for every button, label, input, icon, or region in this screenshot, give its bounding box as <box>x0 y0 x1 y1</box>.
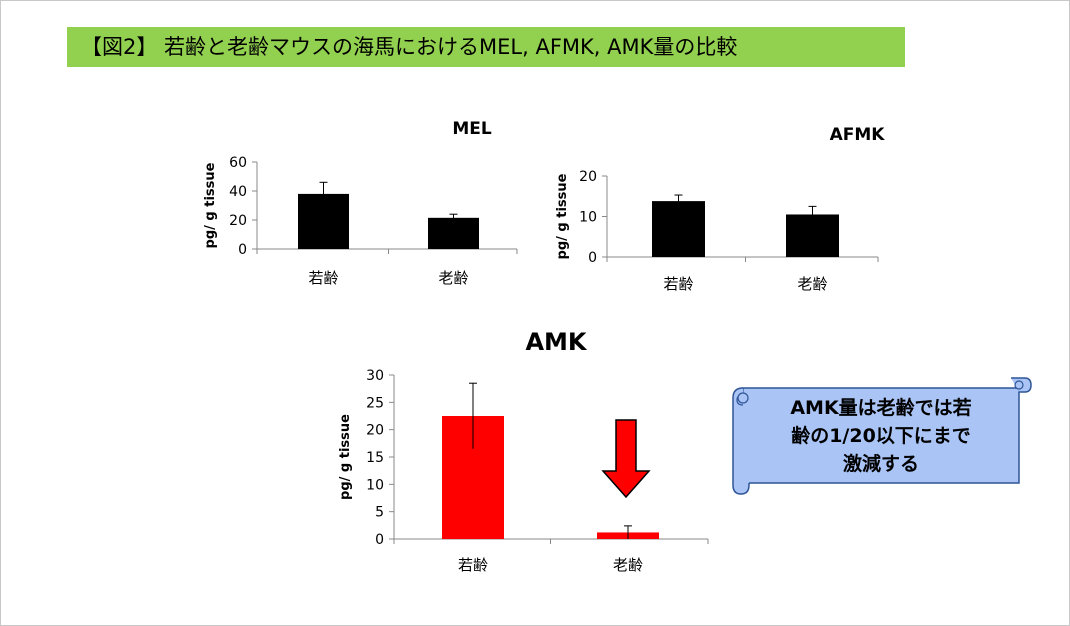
callout-line-0: AMK量は老齢では若 <box>790 396 971 419</box>
category-label-afmk-0: 若齢 <box>663 275 693 293</box>
category-label-mel-1: 老齢 <box>438 269 468 287</box>
y-tick-label: 20 <box>366 423 384 439</box>
y-tick-label: 20 <box>579 169 597 185</box>
bar-mel-1 <box>428 217 479 249</box>
y-tick-label: 10 <box>579 210 597 226</box>
chart-title-afmk: AFMK <box>830 125 886 145</box>
chart-amk: AMK 0 5 10 15 20 25 30 pg/ g tissue 若齢 老齢 <box>338 328 709 574</box>
chart-afmk: AFMK 0 10 20 pg/ g tissue 若齢 老齢 <box>555 125 885 293</box>
callout-line-2: 激減する <box>843 452 919 475</box>
callout-line-1: 齢の1/20以下にまで <box>791 424 971 447</box>
category-label-afmk-1: 老齢 <box>797 275 827 293</box>
banner-title: 【図2】 若齢と老齢マウスの海馬におけるMEL, AFMK, AMK量の比較 <box>67 27 905 67</box>
y-axis-label-mel: pg/ g tissue <box>203 162 218 248</box>
category-label-mel-0: 若齢 <box>308 269 338 287</box>
y-tick-label: 10 <box>366 477 384 493</box>
y-tick-label: 30 <box>366 368 384 384</box>
y-tick-label: 0 <box>375 532 384 548</box>
y-tick-label: 20 <box>229 213 247 229</box>
chart-mel: MEL 0 20 40 60 pg/ g tissue 若齢 老齢 <box>203 119 518 287</box>
y-axis-label-amk: pg/ g tissue <box>338 414 353 500</box>
category-label-amk-1: 老齢 <box>613 556 643 574</box>
y-tick-label: 60 <box>229 155 247 171</box>
chart-title-mel: MEL <box>452 119 492 139</box>
y-tick-label: 0 <box>238 242 247 258</box>
y-tick-label: 0 <box>588 250 597 266</box>
down-arrow-icon <box>601 419 651 499</box>
bar-afmk-0 <box>652 201 705 257</box>
y-tick-label: 25 <box>366 395 384 411</box>
chart-title-amk: AMK <box>525 328 587 356</box>
y-axis-label-afmk: pg/ g tissue <box>555 173 570 259</box>
category-label-amk-0: 若齢 <box>458 556 488 574</box>
y-tick-label: 5 <box>375 505 384 521</box>
y-tick-label: 15 <box>366 450 384 466</box>
y-tick-label: 40 <box>229 184 247 200</box>
